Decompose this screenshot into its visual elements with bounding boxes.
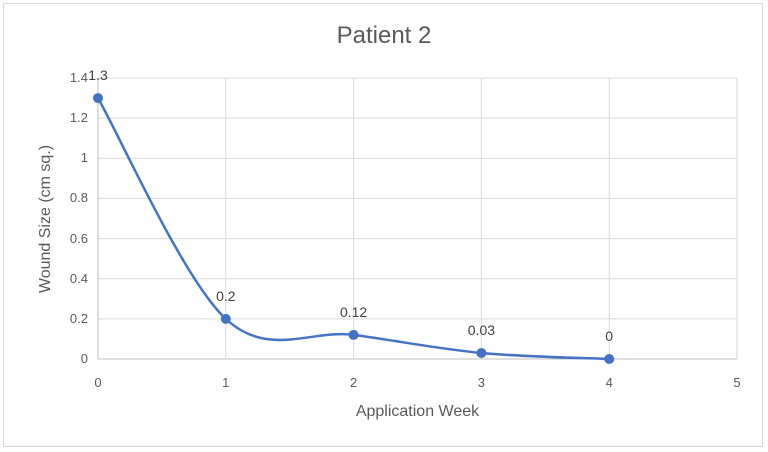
y-tick-label: 1 xyxy=(80,150,88,166)
y-tick-label: 0 xyxy=(80,351,88,366)
data-point xyxy=(93,93,103,104)
series-line xyxy=(96,97,610,361)
series-markers xyxy=(93,93,615,364)
data-point xyxy=(604,354,615,364)
y-tick-label: 1.2 xyxy=(69,110,88,126)
data-label: 0 xyxy=(605,328,614,344)
y-tick-label: 0.6 xyxy=(69,230,88,246)
chart-title: Patient 2 xyxy=(336,22,432,49)
x-tick-label: 4 xyxy=(605,375,613,390)
chart-area xyxy=(3,3,763,447)
x-tick-label: 0 xyxy=(94,375,102,390)
data-label: 0.2 xyxy=(216,287,236,304)
x-tick-label: 5 xyxy=(733,375,741,390)
data-label: 0.12 xyxy=(339,303,368,320)
y-tick-label: 0.8 xyxy=(69,190,88,206)
data-point xyxy=(220,313,231,324)
data-label: 0.03 xyxy=(467,321,496,338)
y-tick-label: 0.2 xyxy=(69,310,88,326)
gridlines xyxy=(97,77,738,360)
y-axis-title: Wound Size (cm sq.) xyxy=(37,144,54,294)
data-point xyxy=(348,329,359,340)
x-axis-title: Application Week xyxy=(355,403,480,420)
y-tick-label: 1.4 xyxy=(69,70,88,85)
x-tick-label: 2 xyxy=(349,375,358,390)
data-label: 1.3 xyxy=(88,67,108,84)
data-point xyxy=(476,347,487,358)
x-tick-label: 3 xyxy=(477,375,485,390)
x-tick-label: 1 xyxy=(222,375,230,390)
y-tick-label: 0.4 xyxy=(69,270,88,286)
